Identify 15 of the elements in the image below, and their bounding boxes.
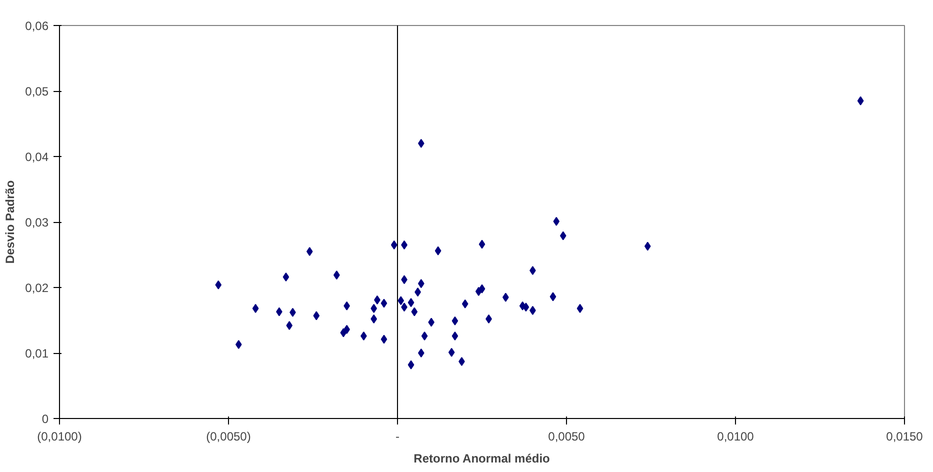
y-tick-label: 0 (42, 412, 49, 426)
x-tick-label: - (396, 430, 400, 444)
y-axis-title: Desvio Padrão (3, 180, 18, 264)
x-tick-label: (0,0100) (37, 430, 82, 444)
y-tick-label: 0,02 (25, 281, 49, 295)
x-axis-title: Retorno Anormal médio (414, 452, 550, 466)
x-tick-label: (0,0050) (206, 430, 251, 444)
x-tick-label: 0,0050 (548, 430, 586, 444)
y-tick-label: 0,03 (25, 216, 49, 230)
y-tick-label: 0,05 (25, 84, 49, 98)
y-tick-label: 0,01 (25, 346, 49, 360)
y-tick-label: 0,04 (25, 150, 49, 164)
y-tick-label: 0,06 (25, 19, 49, 33)
x-tick-label: 0,0100 (717, 430, 754, 444)
x-tick-label: 0,0150 (886, 430, 924, 444)
